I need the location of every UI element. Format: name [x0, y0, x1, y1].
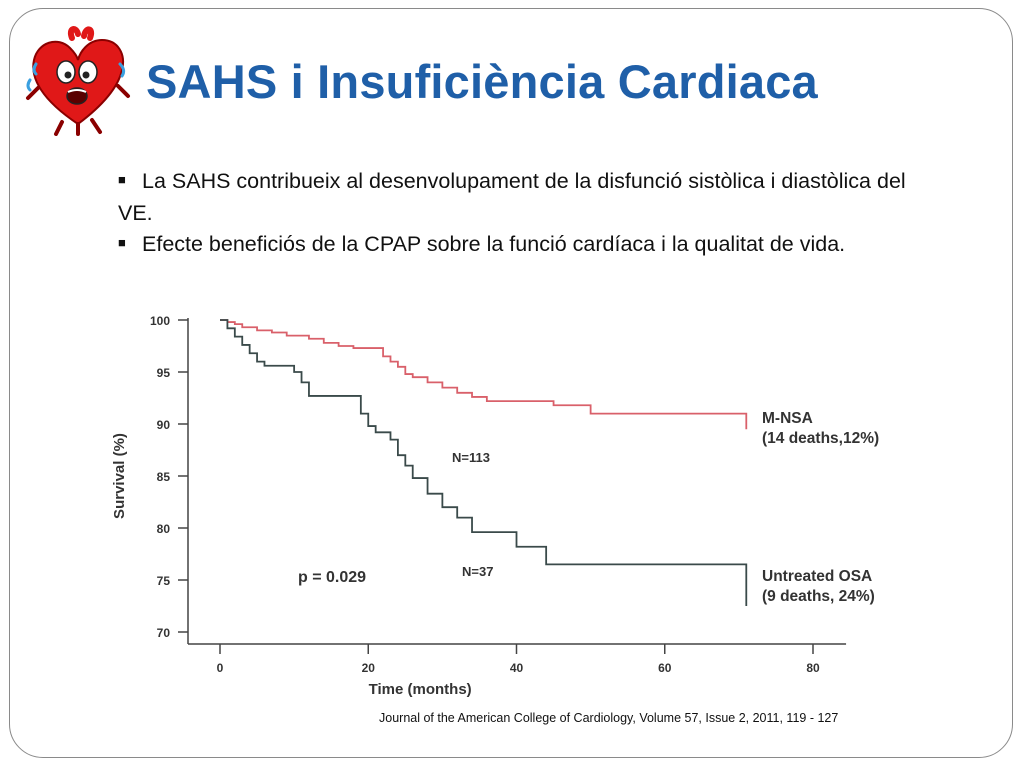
n-label: N=113: [452, 450, 490, 465]
square-bullet-icon: ■: [118, 171, 126, 187]
y-tick-label: 100: [150, 314, 170, 328]
series-label: (9 deaths, 24%): [762, 588, 875, 605]
y-tick-label: 85: [157, 470, 171, 484]
y-tick-label: 70: [157, 626, 171, 640]
chart-labels: M-NSA (14 deaths,12%) Untreated OSA (9 deat…: [298, 410, 879, 605]
y-tick-label: 75: [157, 574, 171, 588]
slide-frame: [9, 8, 1013, 758]
bullet-text: Efecte beneficiós de la CPAP sobre la fu…: [142, 231, 846, 256]
x-tick-label: 40: [510, 661, 524, 675]
series-line-m-nsa: [220, 319, 748, 430]
series-label: (14 deaths,12%): [762, 430, 879, 447]
y-axis-label: Survival (%): [111, 433, 128, 519]
y-tick-label: 95: [157, 366, 171, 380]
x-axis-label: Time (months): [369, 681, 472, 698]
series-label: Untreated OSA: [762, 568, 872, 585]
chart-axes: 70 75 80 85 90 95 100 0 20 40 60 80 Time (months) Sur…: [111, 314, 847, 698]
series-label: M-NSA: [762, 410, 813, 427]
x-tick-label: 0: [217, 661, 224, 675]
survival-chart: 70 75 80 85 90 95 100 0 20 40 60 80 Time (months) Sur…: [111, 314, 879, 698]
sweating-heart-icon: [26, 26, 130, 136]
bullet-item: ■ Efecte beneficiós de la CPAP sobre la f…: [118, 229, 938, 261]
y-tick-label: 90: [157, 418, 171, 432]
x-tick-label: 20: [362, 661, 376, 675]
page-title: SAHS i Insuficiència Cardiaca: [146, 55, 818, 108]
y-tick-label: 80: [157, 522, 171, 536]
bullet-item: ■ La SAHS contribueix al desenvolupament …: [118, 166, 938, 229]
bullet-list: ■ La SAHS contribueix al desenvolupament …: [118, 166, 938, 261]
x-tick-label: 60: [658, 661, 672, 675]
p-value-annotation: p = 0.029: [298, 569, 366, 586]
x-tick-label: 80: [806, 661, 820, 675]
citation: Journal of the American College of Cardi…: [379, 711, 839, 725]
series-line-untreated-osa: [220, 319, 748, 606]
chart-series: [220, 319, 748, 606]
bullet-text: La SAHS contribueix al desenvolupament d…: [118, 169, 906, 225]
square-bullet-icon: ■: [118, 234, 126, 250]
n-label: N=37: [462, 564, 493, 579]
